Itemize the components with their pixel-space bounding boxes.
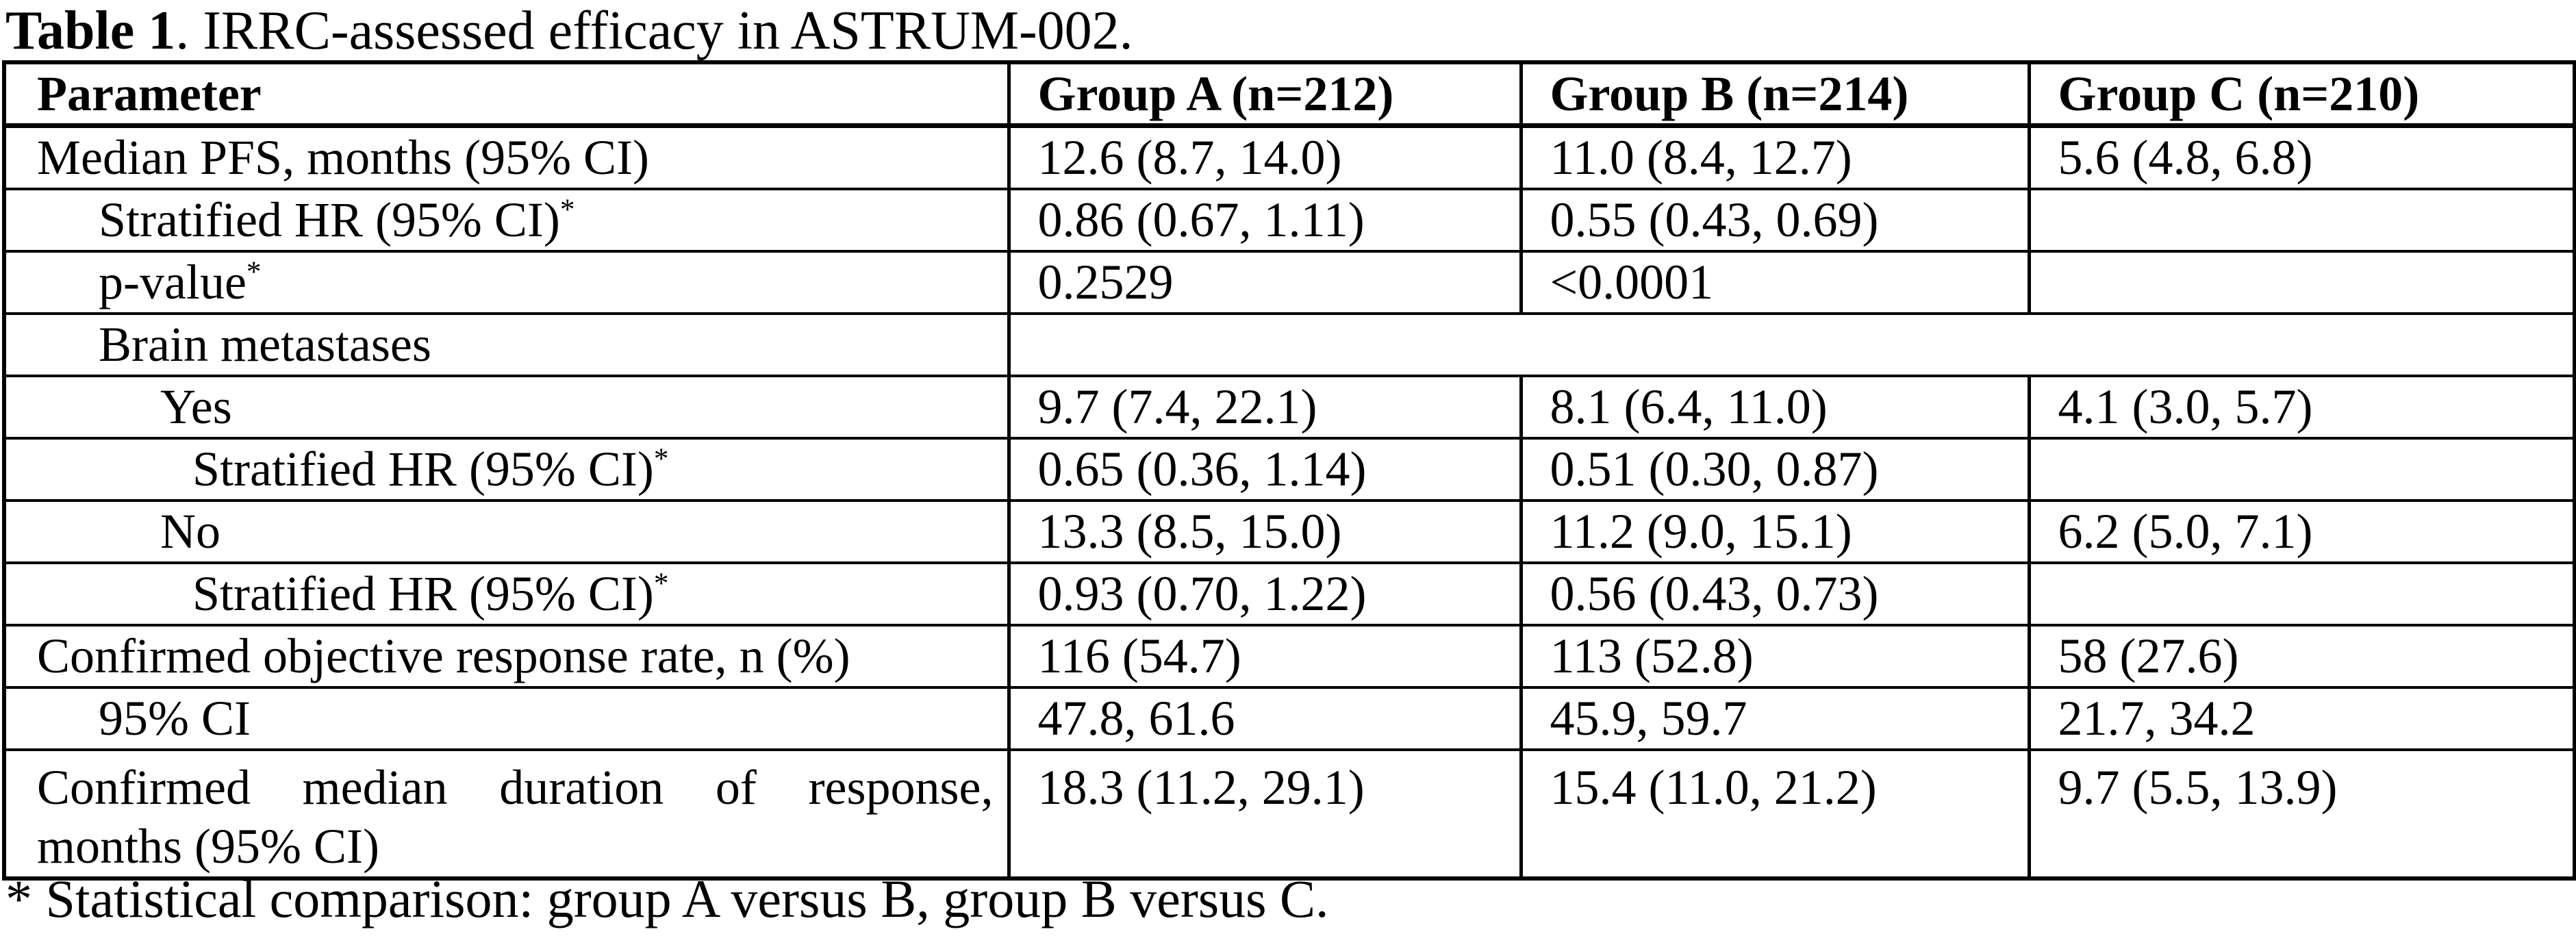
param-cell: 95% CI <box>2 685 1011 751</box>
value-cell-group-b: 11.2 (9.0, 15.1) <box>1519 498 2031 564</box>
param-label: 95% CI <box>99 691 251 746</box>
param-cell: Median PFS, months (95% CI) <box>2 124 1011 190</box>
value-cell-group-c: 6.2 (5.0, 7.1) <box>2027 498 2576 564</box>
column-header-parameter: Parameter <box>2 61 1011 129</box>
param-cell: Stratified HR (95% CI)* <box>2 436 1011 502</box>
param-cell: Stratified HR (95% CI)* <box>2 187 1011 253</box>
param-cell: Yes <box>2 374 1011 440</box>
footnote-marker: * <box>653 568 669 600</box>
table-caption-text: . IRRC-assessed efficacy in ASTRUM-002. <box>175 1 1133 61</box>
table-row-duration-of-response: Confirmed median duration of response, month… <box>2 748 2576 880</box>
table-row-brain-metastases: Brain metastases <box>2 312 2576 377</box>
column-header-group-c: Group C (n=210) <box>2027 61 2576 129</box>
table-footnote: * Statistical comparison: group A versus… <box>5 869 1329 928</box>
value-cell-group-c: 58 (27.6) <box>2027 623 2576 689</box>
value-cell-group-a: 47.8, 61.6 <box>1007 685 1523 751</box>
value-cell-group-b: 45.9, 59.7 <box>1519 685 2031 751</box>
value-cell-group-a: 0.93 (0.70, 1.22) <box>1007 561 1523 627</box>
table-caption-number: Table 1 <box>5 1 176 61</box>
value-cell-group-c <box>2027 436 2576 502</box>
value-cell-group-b: 113 (52.8) <box>1519 623 2031 689</box>
value-cell-group-a: 0.86 (0.67, 1.11) <box>1007 187 1523 253</box>
param-label: Stratified HR (95% CI) <box>192 442 654 497</box>
param-cell: Confirmed objective response rate, n (%) <box>2 623 1011 689</box>
table-caption: Table 1. IRRC-assessed efficacy in ASTRU… <box>5 1 1133 60</box>
value-cell-group-b: 0.55 (0.43, 0.69) <box>1519 187 2031 253</box>
value-cell-group-b: 0.56 (0.43, 0.73) <box>1519 561 2031 627</box>
column-header-group-a: Group A (n=212) <box>1007 61 1523 129</box>
table-row-stratified-hr-no: Stratified HR (95% CI)* 0.93 (0.70, 1.22… <box>2 561 2576 627</box>
param-label: Confirmed objective response rate, n (%) <box>37 629 850 684</box>
column-header-group-b: Group B (n=214) <box>1519 61 2031 129</box>
param-cell: p-value* <box>2 249 1011 315</box>
value-cell-group-b: <0.0001 <box>1519 249 2031 315</box>
value-cell-group-a: 9.7 (7.4, 22.1) <box>1007 374 1523 440</box>
table-row-orr-ci: 95% CI 47.8, 61.6 45.9, 59.7 21.7, 34.2 <box>2 685 2576 751</box>
efficacy-table: Parameter Group A (n=212) Group B (n=214… <box>2 60 2576 881</box>
param-label: No <box>160 504 220 559</box>
param-label: Stratified HR (95% CI) <box>99 192 560 248</box>
merged-empty-cell <box>1007 312 2576 377</box>
param-label: Median PFS, months (95% CI) <box>37 130 650 186</box>
value-cell-group-a: 0.2529 <box>1007 249 1523 315</box>
param-cell: Brain metastases <box>2 312 1011 377</box>
value-cell-group-b: 11.0 (8.4, 12.7) <box>1519 124 2031 190</box>
table-row-stratified-hr-yes: Stratified HR (95% CI)* 0.65 (0.36, 1.14… <box>2 436 2576 502</box>
value-cell-group-c: 21.7, 34.2 <box>2027 685 2576 751</box>
table-row-stratified-hr: Stratified HR (95% CI)* 0.86 (0.67, 1.11… <box>2 187 2576 253</box>
value-cell-group-c: 9.7 (5.5, 13.9) <box>2027 748 2576 880</box>
value-cell-group-a: 13.3 (8.5, 15.0) <box>1007 498 1523 564</box>
param-cell: Confirmed median duration of response, month… <box>2 748 1011 880</box>
param-label: p-value <box>99 255 247 310</box>
value-cell-group-a: 12.6 (8.7, 14.0) <box>1007 124 1523 190</box>
param-label: Brain metastases <box>99 317 431 372</box>
footnote-marker: * <box>653 443 669 476</box>
value-cell-group-b: 8.1 (6.4, 11.0) <box>1519 374 2031 440</box>
param-label: Yes <box>160 379 232 435</box>
param-label: Stratified HR (95% CI) <box>192 566 654 622</box>
table-row-orr: Confirmed objective response rate, n (%)… <box>2 623 2576 689</box>
value-cell-group-b: 15.4 (11.0, 21.2) <box>1519 748 2031 880</box>
param-cell: No <box>2 498 1011 564</box>
table-row-p-value: p-value* 0.2529 <0.0001 <box>2 249 2576 315</box>
table-row-median-pfs: Median PFS, months (95% CI) 12.6 (8.7, 1… <box>2 124 2576 190</box>
footnote-marker: * <box>559 194 575 227</box>
value-cell-group-c <box>2027 561 2576 627</box>
param-label-line1: Confirmed median duration of response, <box>37 759 994 815</box>
value-cell-group-c: 4.1 (3.0, 5.7) <box>2027 374 2576 440</box>
param-cell: Stratified HR (95% CI)* <box>2 561 1011 627</box>
value-cell-group-c: 5.6 (4.8, 6.8) <box>2027 124 2576 190</box>
table-row-brain-mets-yes: Yes 9.7 (7.4, 22.1) 8.1 (6.4, 11.0) 4.1 … <box>2 374 2576 440</box>
value-cell-group-a: 0.65 (0.36, 1.14) <box>1007 436 1523 502</box>
param-label-line2: months (95% CI) <box>37 819 379 874</box>
value-cell-group-c <box>2027 249 2576 315</box>
value-cell-group-a: 116 (54.7) <box>1007 623 1523 689</box>
table-row-brain-mets-no: No 13.3 (8.5, 15.0) 11.2 (9.0, 15.1) 6.2… <box>2 498 2576 564</box>
value-cell-group-c <box>2027 187 2576 253</box>
header-row: Parameter Group A (n=212) Group B (n=214… <box>2 61 2576 129</box>
value-cell-group-b: 0.51 (0.30, 0.87) <box>1519 436 2031 502</box>
footnote-marker: * <box>246 256 262 289</box>
value-cell-group-a: 18.3 (11.2, 29.1) <box>1007 748 1523 880</box>
